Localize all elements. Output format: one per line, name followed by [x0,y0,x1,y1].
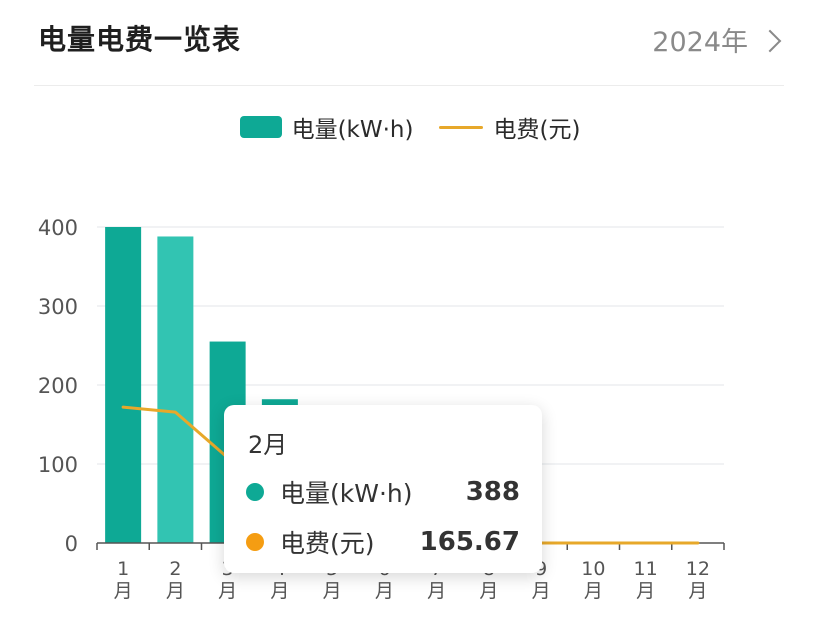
page-header: 电量电费一览表 2024年 [0,0,820,86]
x-tick-label: 10 月 [581,558,605,602]
tooltip-dot-energy [246,483,264,501]
tooltip-label-cost: 电费(元) [280,529,375,558]
x-tick-label: 11 月 [634,558,658,602]
legend-item-cost[interactable]: 电费(元) [439,110,580,144]
tooltip-row-cost: 电费(元) 165.67 [246,525,520,559]
y-tick-label: 0 [65,532,78,556]
tooltip-value-energy: 388 [465,477,520,507]
tooltip-label-energy: 电量(kW·h) [280,479,413,508]
legend-swatch-energy [239,116,282,138]
y-tick-label: 200 [38,374,78,398]
legend-item-energy[interactable]: 电量(kW·h) [239,110,414,144]
x-tick-label: 12 月 [686,558,710,602]
y-tick-label: 400 [38,216,78,240]
legend-swatch-cost [439,125,484,129]
chart-tooltip: 2月 电量(kW·h) 388 电费(元) 165.67 [224,405,542,573]
tooltip-row-energy: 电量(kW·h) 388 [246,475,520,509]
bar[interactable] [157,236,194,544]
year-label: 2024年 [652,27,748,58]
chart-legend: 电量(kW·h) 电费(元) [0,110,820,144]
legend-label-cost: 电费(元) [493,117,581,143]
header-divider [34,85,784,86]
legend-label-energy: 电量(kW·h) [291,117,414,143]
bar[interactable] [105,227,142,543]
y-tick-label: 300 [38,295,78,319]
y-tick-label: 100 [38,453,78,477]
page-title: 电量电费一览表 [38,23,242,56]
tooltip-value-cost: 165.67 [419,527,520,557]
year-selector[interactable]: 2024年 [652,20,782,59]
tooltip-dot-cost [246,533,264,551]
tooltip-title: 2月 [248,431,288,459]
